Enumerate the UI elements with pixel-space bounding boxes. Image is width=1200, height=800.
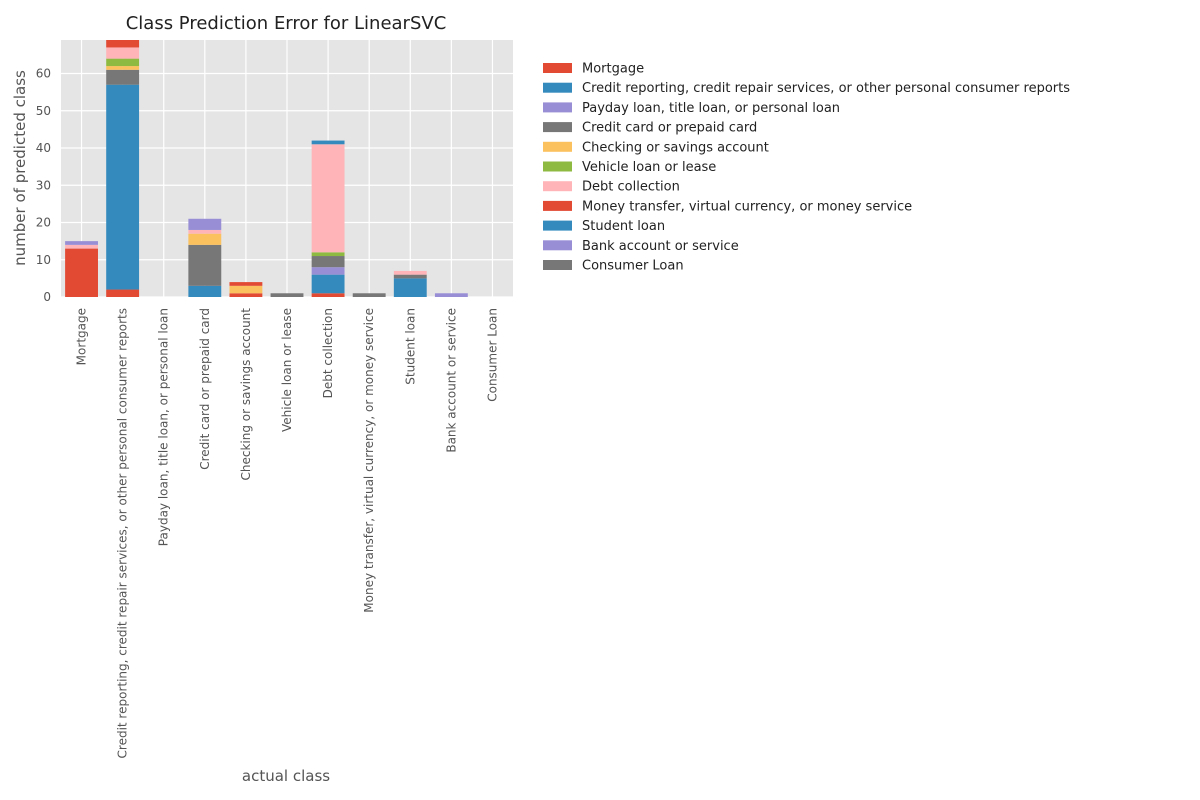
- bar-segment: [188, 233, 222, 245]
- legend-swatch: [543, 240, 572, 251]
- legend-swatch: [543, 82, 572, 93]
- x-tick-label: Payday loan, title loan, or personal loa…: [157, 308, 171, 546]
- bar-segment: [393, 274, 427, 279]
- legend-swatch: [543, 200, 572, 211]
- x-tick-label: Consumer Loan: [485, 308, 499, 402]
- legend-label: Payday loan, title loan, or personal loa…: [582, 101, 840, 116]
- legend-label: Vehicle loan or lease: [582, 160, 716, 175]
- bar-segment: [106, 58, 140, 67]
- y-tick-label: 40: [36, 141, 51, 155]
- bar-segment: [270, 293, 304, 297]
- bar-segment: [311, 252, 345, 257]
- bar-segment: [188, 244, 222, 286]
- x-tick-label: Checking or savings account: [239, 308, 253, 481]
- bar-segment: [65, 241, 98, 245]
- y-tick-label: 60: [36, 67, 51, 81]
- x-axis-label: actual class: [242, 767, 330, 785]
- legend-swatch: [543, 141, 572, 152]
- x-tick-label: Vehicle loan or lease: [280, 308, 294, 432]
- legend-swatch: [543, 260, 572, 270]
- legend-label: Mortgage: [582, 62, 644, 77]
- bar-segment: [393, 270, 427, 275]
- bar-segment: [311, 267, 345, 275]
- bar-segment: [106, 289, 140, 297]
- bar-segment: [188, 285, 222, 297]
- bar-segment: [188, 218, 222, 230]
- y-tick-label: 10: [36, 253, 51, 267]
- bar-segment: [311, 140, 345, 145]
- legend-swatch: [543, 63, 572, 73]
- legend-label: Credit card or prepaid card: [582, 121, 757, 136]
- y-tick-label: 30: [36, 178, 51, 192]
- legend-label: Bank account or service: [582, 239, 739, 254]
- bar-segment: [229, 285, 263, 294]
- bar-segment: [393, 278, 427, 297]
- x-tick-label: Bank account or service: [444, 308, 458, 453]
- legend-swatch: [543, 220, 572, 231]
- legend-label: Debt collection: [582, 180, 680, 195]
- x-tick-label: Credit reporting, credit repair services…: [116, 308, 130, 758]
- bar-segment: [106, 66, 140, 70]
- legend-label: Credit reporting, credit repair services…: [582, 81, 1070, 96]
- x-tick-label: Mortgage: [75, 308, 89, 365]
- y-tick-label: 50: [36, 104, 51, 118]
- bar-segment: [229, 282, 263, 286]
- bar-segment: [106, 69, 140, 85]
- y-axis-label: number of predicted class: [11, 70, 29, 266]
- legend-label: Checking or savings account: [582, 140, 769, 155]
- x-tick-label: Debt collection: [321, 308, 335, 398]
- x-tick-label: Student loan: [403, 308, 417, 385]
- bar-segment: [65, 248, 98, 297]
- bar-segment: [106, 84, 140, 290]
- legend-label: Money transfer, virtual currency, or mon…: [582, 199, 912, 214]
- legend-swatch: [543, 181, 572, 192]
- bar-segment: [229, 293, 263, 297]
- bar-segment: [311, 256, 345, 268]
- bar-segment: [311, 144, 345, 253]
- legend-label: Consumer Loan: [582, 259, 684, 274]
- bar-segment: [311, 293, 345, 297]
- legend-label: Student loan: [582, 219, 665, 234]
- y-tick-label: 0: [43, 290, 51, 304]
- legend-swatch: [543, 122, 572, 133]
- x-tick-label: Money transfer, virtual currency, or mon…: [362, 308, 376, 613]
- legend-swatch: [543, 161, 572, 172]
- bar-segment: [65, 244, 98, 249]
- bar-segment: [106, 40, 140, 48]
- y-tick-label: 20: [36, 216, 51, 230]
- bar-segment: [434, 293, 468, 297]
- bar-segment: [311, 274, 345, 294]
- legend-swatch: [543, 102, 572, 113]
- x-tick-label: Credit card or prepaid card: [198, 308, 212, 470]
- bar-segment: [352, 293, 386, 297]
- chart-title: Class Prediction Error for LinearSVC: [126, 13, 447, 34]
- bar-segment: [106, 47, 140, 59]
- bar-segment: [188, 229, 222, 234]
